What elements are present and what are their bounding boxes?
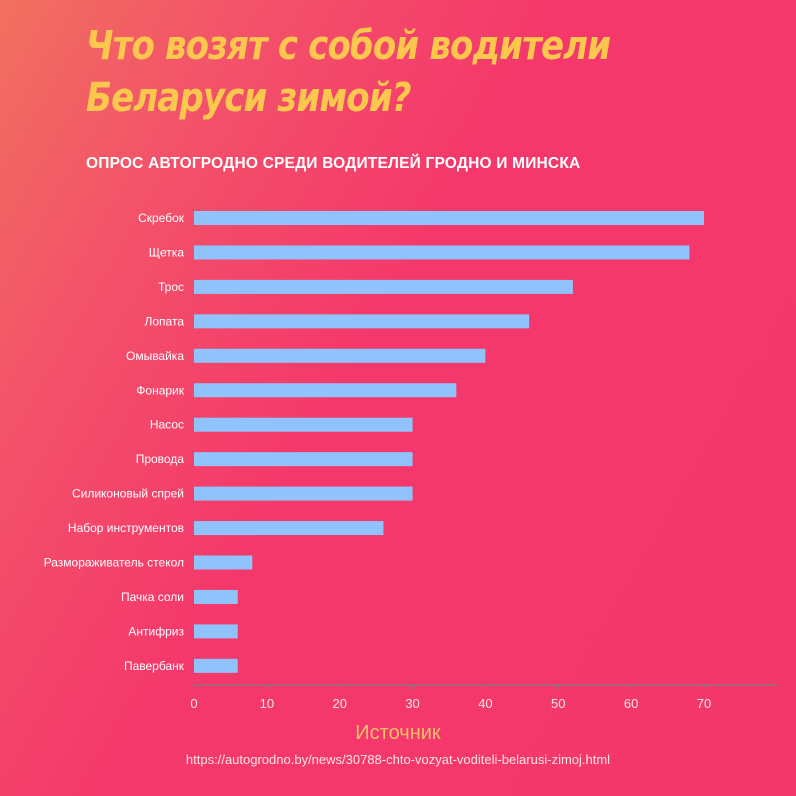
bar bbox=[194, 486, 413, 501]
category-label: Павербанк bbox=[124, 659, 185, 673]
category-label: Лопата bbox=[145, 314, 185, 328]
bar bbox=[194, 452, 413, 467]
bar bbox=[194, 245, 690, 260]
bar bbox=[194, 314, 530, 329]
x-tick-label: 70 bbox=[697, 696, 711, 711]
category-label: Скребок bbox=[138, 211, 185, 225]
x-tick-label: 0 bbox=[190, 696, 197, 711]
x-tick-label: 40 bbox=[478, 696, 492, 711]
category-label: Набор инструментов bbox=[68, 521, 184, 535]
category-label: Пачка соли bbox=[121, 590, 184, 604]
category-label: Трос bbox=[158, 280, 184, 294]
bar bbox=[194, 211, 704, 225]
x-tick-label: 60 bbox=[624, 696, 638, 711]
category-label: Антифриз bbox=[128, 624, 184, 638]
bar bbox=[194, 624, 238, 639]
bar bbox=[194, 279, 573, 294]
category-label: Провода bbox=[136, 452, 185, 466]
bar bbox=[194, 589, 238, 604]
bar bbox=[194, 521, 384, 536]
category-label: Фонарик bbox=[136, 383, 184, 397]
bar bbox=[194, 383, 457, 398]
source-heading: Источник bbox=[355, 722, 441, 744]
bar bbox=[194, 555, 253, 570]
bar bbox=[194, 417, 413, 432]
bar bbox=[194, 658, 238, 673]
bar bbox=[194, 348, 486, 363]
category-label: Щетка bbox=[149, 245, 185, 259]
x-tick-label: 10 bbox=[260, 696, 274, 711]
x-tick-label: 30 bbox=[405, 696, 419, 711]
chart-title: Что возят с собой водители Беларуси зимо… bbox=[86, 23, 611, 121]
x-tick-label: 50 bbox=[551, 696, 565, 711]
category-label: Силиконовый спрей bbox=[72, 487, 184, 501]
source-link[interactable]: https://autogrodno.by/news/30788-chto-vo… bbox=[185, 752, 611, 767]
category-label: Омывайка bbox=[126, 349, 184, 363]
category-label: Размораживатель стекол bbox=[44, 556, 184, 570]
category-label: Насос bbox=[150, 418, 184, 432]
chart-subtitle: ОПРОС АВТОГРОДНО СРЕДИ ВОДИТЕЛЕЙ ГРОДНО … bbox=[86, 155, 581, 172]
x-tick-label: 20 bbox=[332, 696, 346, 711]
